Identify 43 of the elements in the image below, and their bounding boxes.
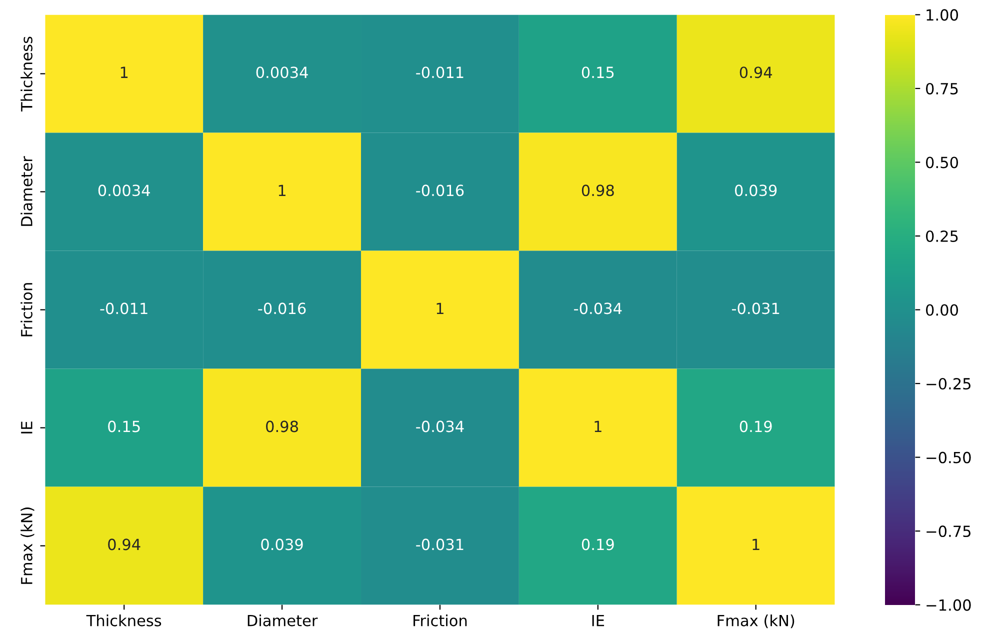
x-tick-label: IE bbox=[592, 614, 604, 626]
data-label: 0.19 bbox=[582, 538, 614, 550]
data-label: -0.034 bbox=[416, 420, 464, 432]
x-tick-label: Thickness bbox=[86, 614, 162, 626]
y-tick-label: Diameter bbox=[20, 156, 32, 226]
x-tick-label: Friction bbox=[414, 614, 467, 626]
data-label: -0.011 bbox=[416, 66, 464, 78]
data-label: 0.0034 bbox=[98, 184, 150, 196]
color-bar-label: −0.25 bbox=[926, 378, 970, 390]
color-bar-label: 0.00 bbox=[926, 304, 958, 316]
color-bar-label: −1.00 bbox=[926, 599, 971, 611]
data-label: -0.016 bbox=[258, 302, 306, 314]
color-bar-label: −0.50 bbox=[926, 452, 971, 464]
data-label: 0.94 bbox=[740, 66, 772, 78]
data-label: 0.98 bbox=[266, 420, 298, 432]
data-label: 1 bbox=[436, 302, 444, 314]
data-label: -0.034 bbox=[574, 302, 622, 314]
data-label: 0.15 bbox=[582, 66, 614, 78]
data-label: 0.94 bbox=[108, 538, 140, 550]
data-label: 0.039 bbox=[261, 538, 303, 550]
data-label: 0.039 bbox=[735, 184, 777, 196]
color-bar-label: −0.75 bbox=[926, 526, 970, 538]
data-label: 0.98 bbox=[582, 184, 614, 196]
data-label: -0.011 bbox=[100, 302, 148, 314]
x-tick-label: Fmax (kN) bbox=[718, 614, 794, 628]
y-tick-label: Friction bbox=[20, 283, 32, 336]
data-label: -0.031 bbox=[416, 538, 464, 550]
data-label: 0.15 bbox=[108, 420, 140, 432]
data-label: 1 bbox=[752, 538, 760, 550]
data-label: 0.19 bbox=[740, 420, 772, 432]
data-label: 1 bbox=[120, 66, 128, 78]
data-label: -0.031 bbox=[732, 302, 780, 314]
y-tick-label: Thickness bbox=[20, 36, 32, 112]
data-label: 1 bbox=[594, 420, 602, 432]
data-label: 0.0034 bbox=[256, 66, 308, 78]
color-bar-label: 0.75 bbox=[926, 82, 958, 94]
x-tick-label: Diameter bbox=[248, 614, 318, 626]
color-bar-label: 0.25 bbox=[926, 230, 958, 242]
color-bar-label: 1.00 bbox=[926, 9, 958, 21]
y-tick-label: IE bbox=[21, 422, 32, 434]
data-label: 1 bbox=[278, 184, 286, 196]
color-bar-label: 0.50 bbox=[926, 156, 958, 168]
data-label: -0.016 bbox=[416, 184, 464, 196]
